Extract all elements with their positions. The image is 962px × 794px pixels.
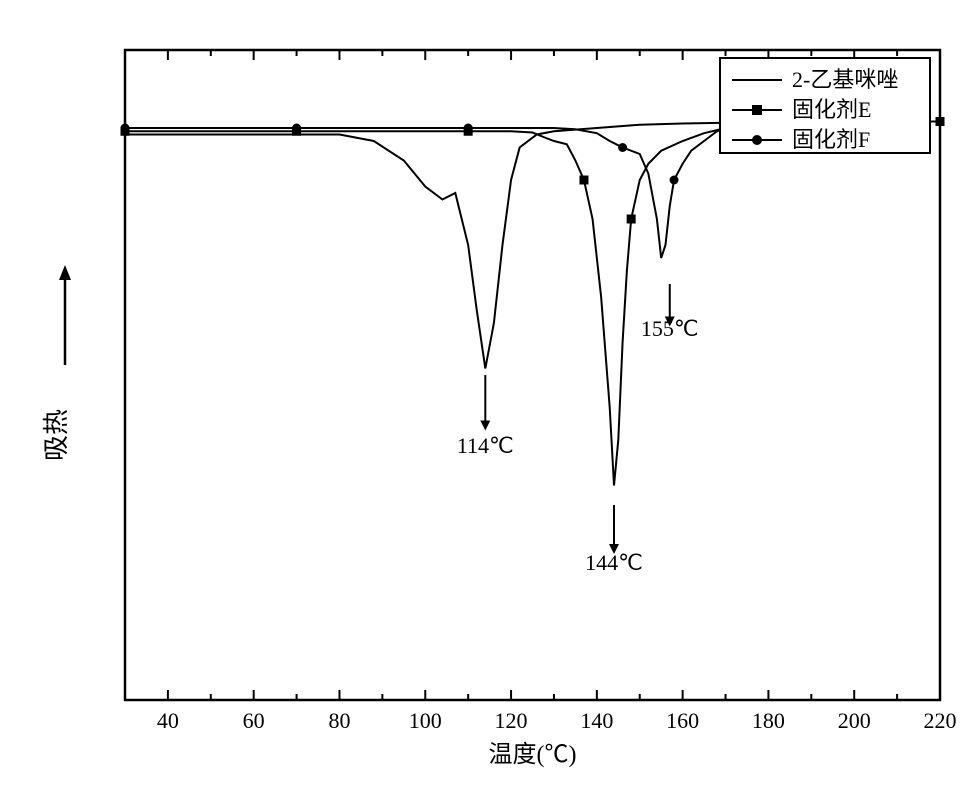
- svg-text:固化剂E: 固化剂E: [792, 97, 871, 122]
- svg-text:40: 40: [157, 708, 179, 733]
- svg-text:200: 200: [838, 708, 871, 733]
- svg-text:100: 100: [409, 708, 442, 733]
- svg-text:温度(℃): 温度(℃): [489, 741, 577, 768]
- svg-text:140: 140: [580, 708, 613, 733]
- svg-text:80: 80: [328, 708, 350, 733]
- svg-text:114℃: 114℃: [457, 433, 514, 458]
- svg-text:160: 160: [666, 708, 699, 733]
- svg-text:60: 60: [243, 708, 265, 733]
- svg-text:220: 220: [924, 708, 957, 733]
- svg-text:2-乙基咪唑: 2-乙基咪唑: [792, 67, 898, 92]
- dsc-chart: 40 60 80 100 120 140 160 180 200 220 温度(℃) 吸热 114℃ 14…: [20, 20, 962, 774]
- svg-text:吸热: 吸热: [42, 409, 71, 461]
- svg-text:120: 120: [495, 708, 528, 733]
- svg-text:144℃: 144℃: [585, 550, 643, 575]
- svg-text:155℃: 155℃: [641, 316, 699, 341]
- chart-svg: 40 60 80 100 120 140 160 180 200 220 温度(℃) 吸热 114℃ 14…: [20, 20, 962, 774]
- svg-text:固化剂F: 固化剂F: [792, 127, 870, 152]
- svg-text:180: 180: [752, 708, 785, 733]
